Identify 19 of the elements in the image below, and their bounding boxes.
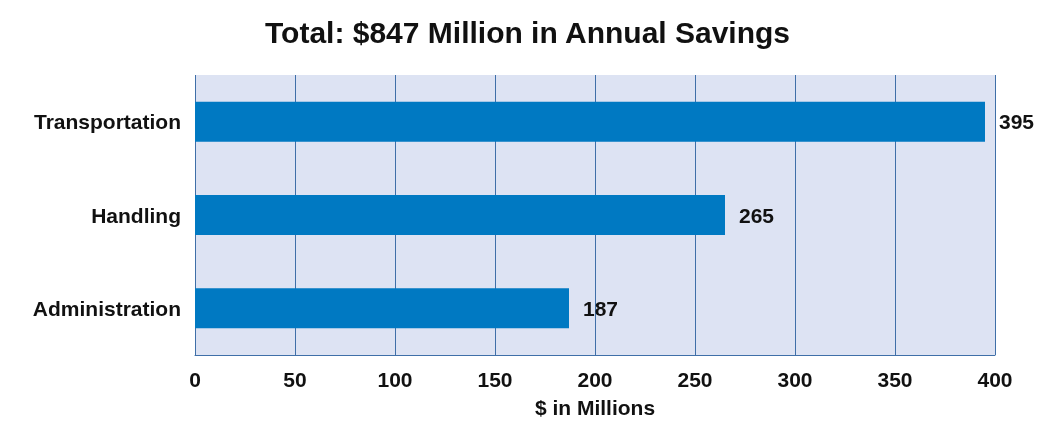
bar: [195, 195, 725, 235]
y-tick-label: Transportation: [33, 110, 181, 134]
data-label: 265: [739, 203, 775, 227]
x-tick-label: 200: [577, 368, 613, 391]
x-tick-label: 250: [677, 368, 713, 391]
x-tick-label: 100: [377, 368, 413, 391]
x-tick-label: 350: [877, 368, 913, 391]
y-tick-label: Administration: [32, 296, 181, 320]
x-tick-label: 0: [189, 368, 201, 391]
x-tick-label: 300: [777, 368, 813, 391]
x-axis-title: $ in Millions: [534, 396, 656, 419]
bar: [195, 288, 569, 329]
x-tick-label: 50: [283, 368, 307, 391]
chart-title: Total: $847 Million in Annual Savings: [264, 15, 791, 49]
y-tick-label: Handling: [91, 203, 181, 227]
x-tick-label: 400: [977, 368, 1013, 391]
data-label: 395: [999, 110, 1035, 134]
bar: [195, 101, 985, 142]
x-tick-label: 150: [477, 368, 513, 391]
